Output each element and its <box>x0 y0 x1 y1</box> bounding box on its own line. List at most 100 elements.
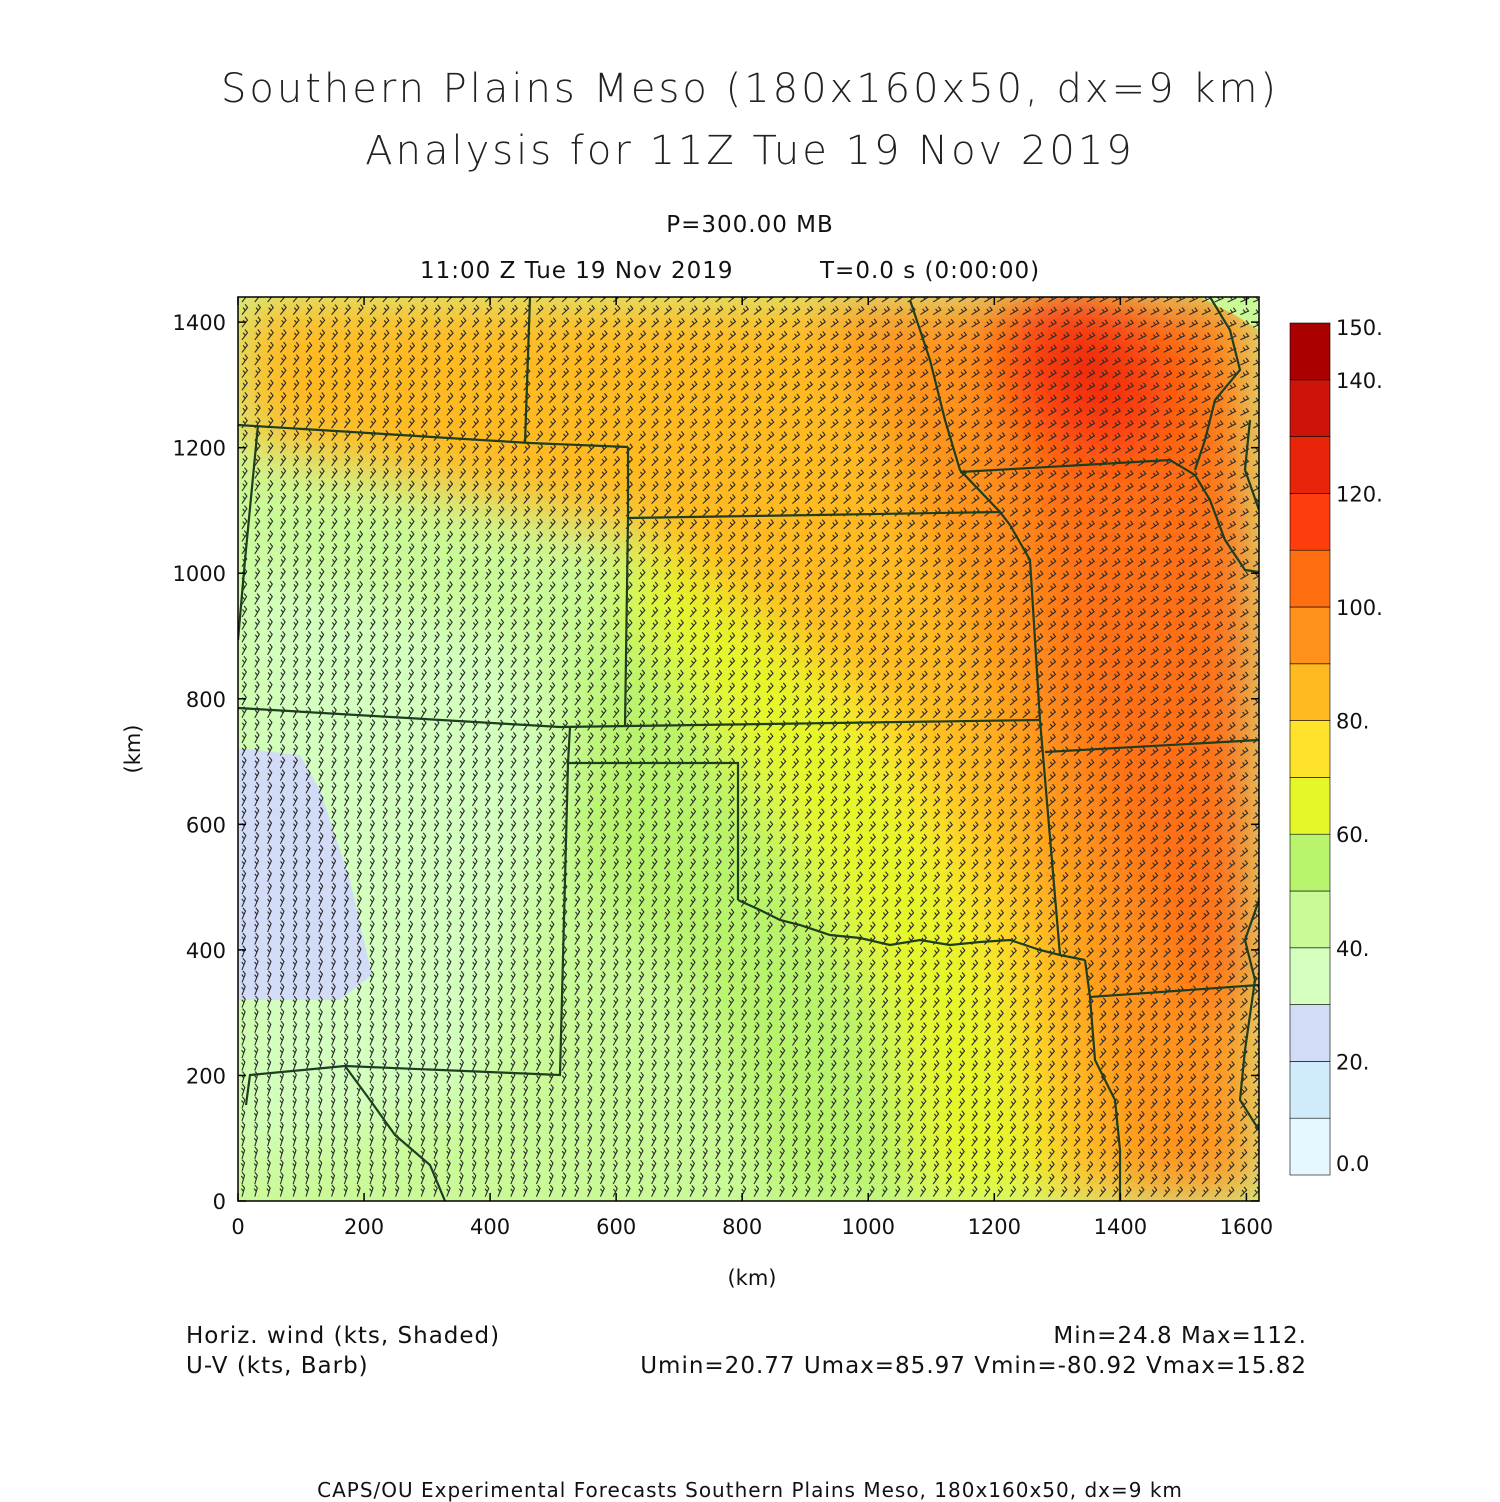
wind-barb <box>1150 445 1160 454</box>
wind-barb <box>1176 357 1186 366</box>
wind-barb <box>382 530 389 542</box>
wind-barb <box>689 343 698 353</box>
wind-barb <box>305 505 312 517</box>
wind-barb <box>535 518 544 530</box>
wind-barb <box>996 394 1006 404</box>
wind-barb <box>881 431 890 442</box>
wind-barb <box>420 417 428 429</box>
wind-barb <box>881 481 890 492</box>
wind-barb <box>894 469 903 479</box>
wind-barb <box>1035 407 1045 416</box>
wind-barb <box>728 368 737 379</box>
wind-barb <box>599 518 608 530</box>
wind-barb <box>1086 394 1096 404</box>
wind-barb <box>1176 508 1185 517</box>
wind-barb <box>267 429 274 441</box>
wind-barb <box>484 329 493 341</box>
wind-barb <box>484 430 492 441</box>
wind-barb <box>651 443 659 454</box>
wind-barb <box>907 381 916 391</box>
wind-barb <box>920 356 929 366</box>
wind-barb <box>1009 519 1019 530</box>
wind-barb <box>267 530 274 542</box>
wind-barb <box>702 368 711 379</box>
wind-barb <box>984 457 993 467</box>
wind-barb <box>574 342 583 353</box>
wind-barb <box>1201 508 1211 517</box>
wind-barb <box>651 380 660 391</box>
wind-barb <box>984 444 993 454</box>
wind-barb <box>1163 319 1173 328</box>
wind-barb <box>331 304 339 315</box>
wind-barb <box>305 429 313 441</box>
wind-barb <box>1201 520 1211 530</box>
wind-barb <box>1150 420 1160 429</box>
wind-barb <box>1214 445 1224 454</box>
wind-barb <box>881 318 891 328</box>
wind-barb <box>920 469 929 479</box>
wind-barb <box>625 355 634 366</box>
wind-barb <box>1240 319 1250 328</box>
wind-barb <box>817 330 826 341</box>
wind-barb <box>664 393 672 404</box>
wind-barb <box>369 316 377 328</box>
wind-barb <box>856 481 865 492</box>
wind-barb <box>740 481 749 492</box>
wind-barb <box>817 381 826 391</box>
wind-barb <box>638 493 646 504</box>
wind-barb <box>459 518 466 530</box>
wind-barb <box>689 418 698 429</box>
wind-barb <box>792 418 801 429</box>
wind-barb <box>305 417 313 429</box>
wind-barb <box>523 468 531 479</box>
wind-barb <box>1227 395 1237 404</box>
wind-barb <box>574 468 582 479</box>
wind-barb <box>1099 319 1109 328</box>
wind-barb <box>599 506 608 517</box>
wind-barb <box>868 356 878 366</box>
wind-barb <box>638 380 647 391</box>
wind-barb <box>395 442 403 454</box>
wind-barb <box>382 367 390 378</box>
wind-barb <box>740 468 749 479</box>
wind-barb <box>1176 332 1186 341</box>
wind-barb <box>1124 306 1135 316</box>
wind-barb <box>1124 319 1135 328</box>
wind-barb <box>292 329 300 341</box>
wind-barb <box>971 344 981 353</box>
wind-barb <box>574 317 583 328</box>
wind-barb <box>1227 407 1237 416</box>
wind-barb <box>420 505 428 517</box>
wind-barb <box>1060 356 1070 366</box>
wind-barb <box>612 468 621 479</box>
wind-barb <box>459 379 467 391</box>
wind-barb <box>1022 394 1032 404</box>
wind-barb <box>1022 444 1032 454</box>
wind-barb <box>369 442 377 454</box>
wind-barb <box>753 406 762 416</box>
wind-barb <box>574 505 582 517</box>
valid-time: 11:00 Z Tue 19 Nov 2019 <box>420 258 734 284</box>
wind-barb <box>945 519 954 530</box>
wind-barb <box>1048 495 1057 505</box>
wind-barb <box>382 342 390 353</box>
wind-barb <box>446 505 454 517</box>
wind-barb <box>817 318 827 328</box>
wind-barb <box>1048 419 1057 429</box>
wind-barb <box>331 417 338 429</box>
wind-barb <box>369 417 377 429</box>
wind-barb <box>856 356 865 366</box>
wind-barb <box>446 493 454 504</box>
wind-barb <box>1163 445 1173 454</box>
wind-barb <box>292 505 299 517</box>
wind-barb <box>728 431 736 442</box>
wind-barb <box>497 342 506 353</box>
wind-barb <box>510 468 518 479</box>
wind-barb <box>574 297 582 303</box>
wind-barb <box>664 305 673 316</box>
wind-barb <box>971 369 980 379</box>
wind-barb <box>715 305 724 316</box>
wind-barb <box>894 343 903 353</box>
wind-barb <box>395 492 402 504</box>
wind-barb <box>279 341 287 353</box>
